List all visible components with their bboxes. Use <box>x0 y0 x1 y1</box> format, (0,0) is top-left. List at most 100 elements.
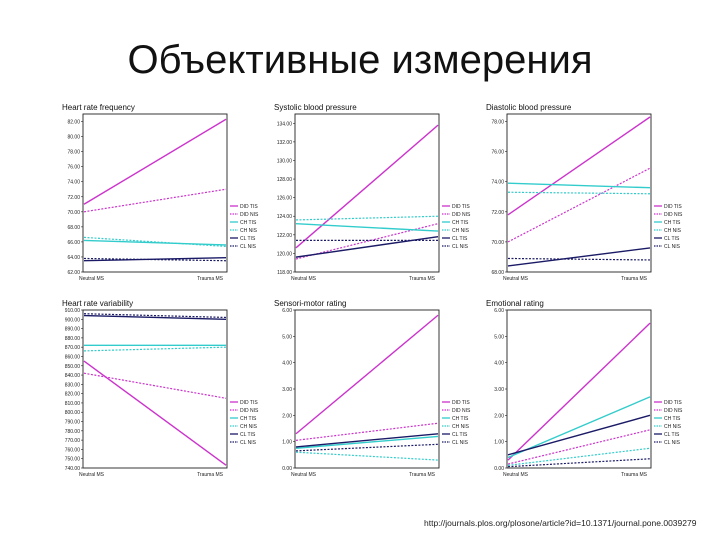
series-line <box>507 182 651 189</box>
y-tick-label: 76.00 <box>491 150 504 156</box>
series-line <box>507 247 651 267</box>
chart-title: Systolic blood pressure <box>274 103 357 112</box>
legend-label: CH TIS <box>452 416 469 422</box>
series-line <box>83 239 227 246</box>
legend-label: CL TIS <box>664 236 680 242</box>
series-line <box>507 322 651 461</box>
legend-label: CH NIS <box>664 424 682 430</box>
y-tick-label: 840.00 <box>65 373 81 379</box>
chart-title: Heart rate variability <box>62 299 133 308</box>
plot-frame <box>294 309 440 469</box>
series-line <box>507 191 651 195</box>
y-tick-label: 126.00 <box>277 196 293 202</box>
legend-label: DID NIS <box>664 408 683 414</box>
y-tick-label: 122.00 <box>277 233 293 239</box>
y-tick-label: 72.00 <box>491 210 504 216</box>
y-tick-label: 1.00 <box>282 440 292 446</box>
y-tick-label: 6.00 <box>282 308 292 314</box>
y-tick-label: 0.00 <box>494 466 504 472</box>
series-line <box>83 257 227 262</box>
y-tick-label: 132.00 <box>277 140 293 146</box>
series-line <box>507 414 651 456</box>
chart-emotional-rating: Emotional rating 0.00 1.00 2.00 3.00 4.00 5.00… <box>480 296 690 486</box>
series-line <box>83 360 227 466</box>
legend-label: CL TIS <box>452 236 468 242</box>
series-line <box>83 188 227 213</box>
legend-label: DID NIS <box>240 212 259 218</box>
y-tick-label: 120.00 <box>277 251 293 257</box>
legend-label: CH TIS <box>240 416 257 422</box>
y-tick-label: 890.00 <box>65 327 81 333</box>
plot-frame <box>506 309 652 469</box>
y-tick-label: 124.00 <box>277 214 293 220</box>
legend-label: CH NIS <box>240 228 258 234</box>
y-tick-label: 910.00 <box>65 308 81 314</box>
y-tick-label: 810.00 <box>65 401 81 407</box>
series-line <box>507 167 651 243</box>
y-tick-label: 870.00 <box>65 345 81 351</box>
y-tick-label: 68.00 <box>67 225 80 231</box>
y-tick-label: 5.00 <box>494 334 504 340</box>
legend-label: CH NIS <box>452 424 470 430</box>
x-tick-label: Neutral MS <box>291 276 317 282</box>
series-line <box>83 313 227 319</box>
y-tick-label: 118.00 <box>277 270 292 276</box>
series-line <box>295 235 439 258</box>
legend-label: CH TIS <box>664 416 681 422</box>
y-tick-label: 68.00 <box>491 270 504 276</box>
legend-label: DID TIS <box>452 204 470 210</box>
y-tick-label: 790.00 <box>65 420 81 426</box>
series-line <box>83 314 227 320</box>
y-tick-label: 72.00 <box>67 195 80 201</box>
y-tick-label: 78.00 <box>67 150 80 156</box>
x-tick-label: Trauma MS <box>197 276 224 282</box>
y-tick-label: 880.00 <box>65 336 81 342</box>
series-line <box>83 118 227 205</box>
x-tick-label: Neutral MS <box>503 276 529 282</box>
y-tick-label: 70.00 <box>67 210 80 216</box>
x-tick-label: Neutral MS <box>291 472 317 478</box>
series-line <box>295 443 439 452</box>
slide-title: Объективные измерения <box>127 38 593 82</box>
legend-label: DID NIS <box>452 408 471 414</box>
x-tick-label: Trauma MS <box>409 276 436 282</box>
series-line <box>295 314 439 435</box>
y-tick-label: 800.00 <box>65 410 81 416</box>
y-tick-label: 64.00 <box>67 255 80 261</box>
y-tick-label: 5.00 <box>282 334 292 340</box>
chart-svg: Systolic blood pressure 118.00 120.00 122.0… <box>274 103 471 282</box>
series-line <box>295 215 439 221</box>
chart-svg: Heart rate frequency 62.00 64.00 66.00 68.00… <box>62 103 259 282</box>
x-tick-label: Neutral MS <box>79 276 105 282</box>
legend-label: CL NIS <box>452 440 469 446</box>
y-tick-label: 76.00 <box>67 165 80 171</box>
y-tick-label: 770.00 <box>65 438 81 444</box>
x-tick-label: Trauma MS <box>409 472 436 478</box>
chart-svg: Heart rate variability 740.00 750.00 760.00… <box>62 299 259 478</box>
series-line <box>83 236 227 248</box>
legend-label: CL TIS <box>452 432 468 438</box>
series-line <box>295 433 439 448</box>
y-tick-label: 830.00 <box>65 382 81 388</box>
legend-label: CL NIS <box>240 440 257 446</box>
chart-heart-rate-variability: Heart rate variability 740.00 750.00 760.00… <box>56 296 266 486</box>
legend-label: CH NIS <box>664 228 682 234</box>
y-tick-label: 74.00 <box>67 180 80 186</box>
plot-frame <box>294 113 440 273</box>
y-tick-label: 1.00 <box>494 440 504 446</box>
series-line <box>295 222 439 232</box>
legend-label: DID NIS <box>240 408 259 414</box>
series-line <box>507 458 651 468</box>
y-tick-label: 4.00 <box>494 361 504 367</box>
y-tick-label: 66.00 <box>67 240 80 246</box>
x-tick-label: Neutral MS <box>503 472 529 478</box>
legend-label: CH TIS <box>452 220 469 226</box>
y-tick-label: 2.00 <box>494 413 504 419</box>
x-tick-label: Trauma MS <box>621 276 648 282</box>
y-tick-label: 6.00 <box>494 308 504 314</box>
y-tick-label: 3.00 <box>494 387 504 393</box>
y-tick-label: 2.00 <box>282 413 292 419</box>
legend-label: CH TIS <box>240 220 257 226</box>
legend-label: CH TIS <box>664 220 681 226</box>
series-line <box>83 372 227 399</box>
